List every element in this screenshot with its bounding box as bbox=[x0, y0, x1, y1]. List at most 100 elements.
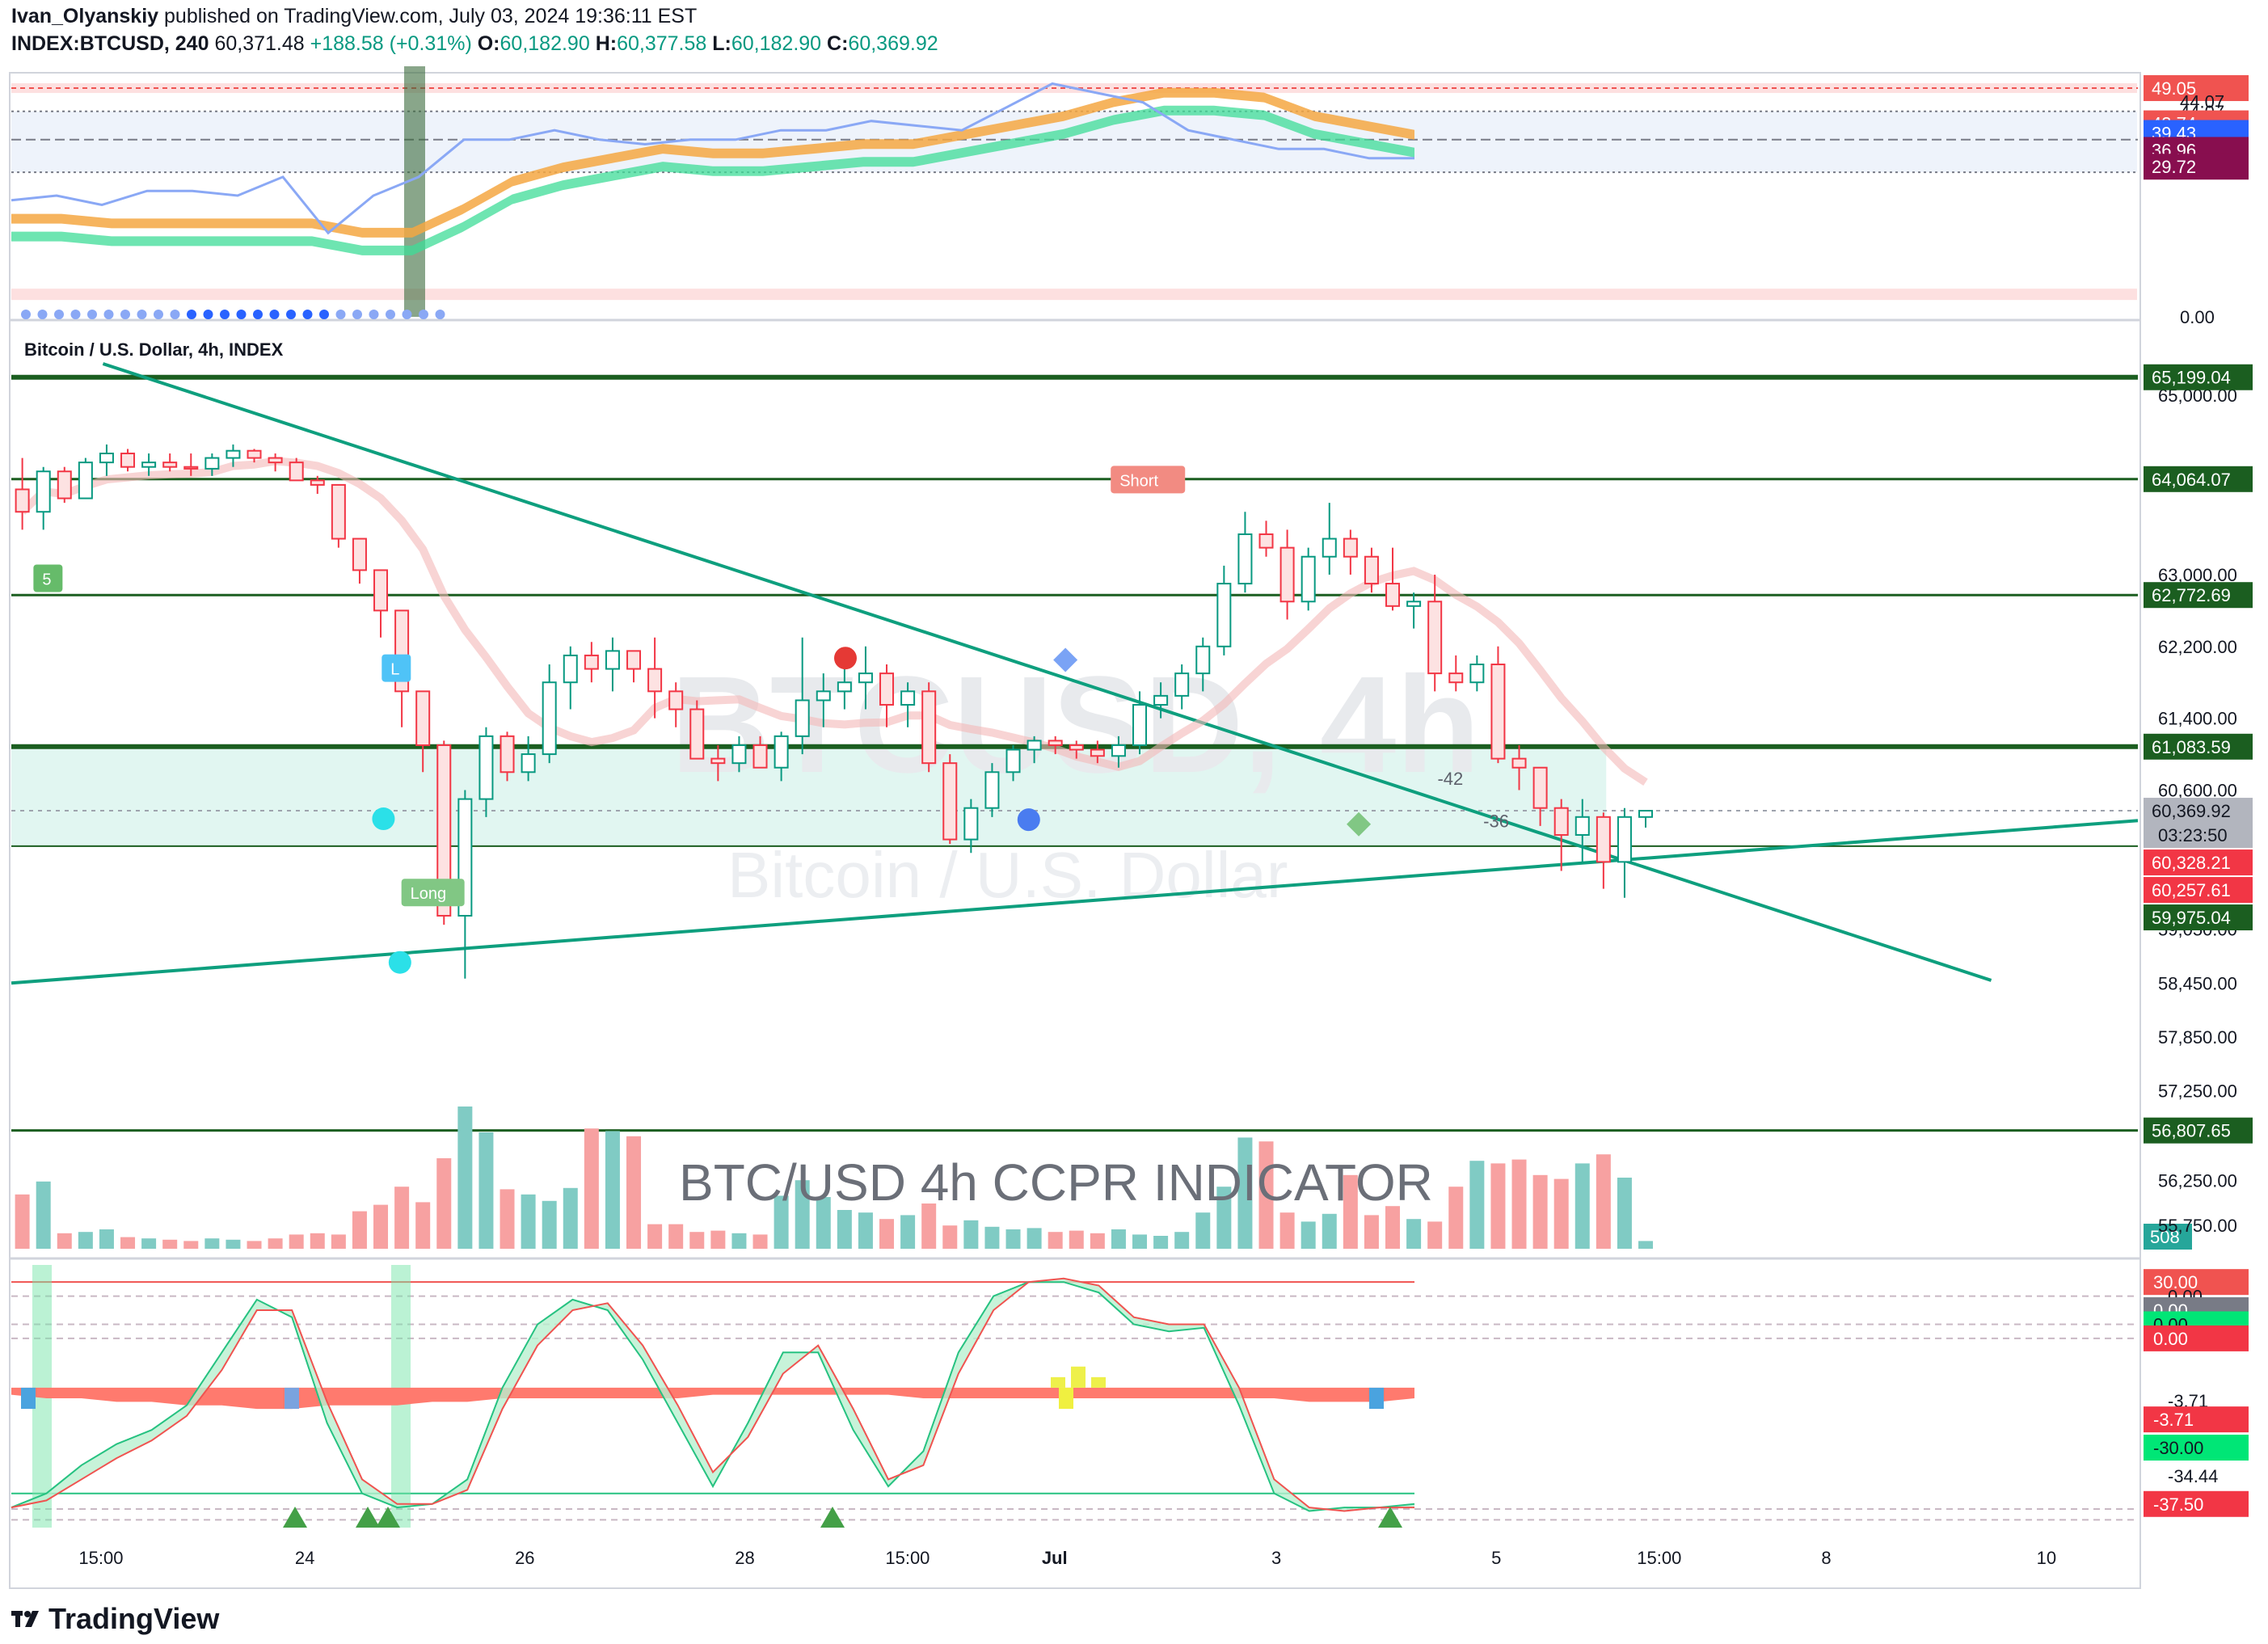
buy-signal-triangle bbox=[356, 1507, 380, 1528]
signal-label-text: Long bbox=[411, 885, 447, 903]
close-label: C: bbox=[827, 32, 849, 55]
candle-body bbox=[1301, 555, 1316, 603]
volume-bar bbox=[1216, 1187, 1232, 1249]
candle-body bbox=[1553, 807, 1569, 837]
low-label: L: bbox=[712, 32, 731, 55]
osc-axis-label: 49.05 bbox=[2152, 78, 2196, 99]
lower-histogram-bar bbox=[1091, 1376, 1106, 1388]
volume-bar bbox=[1174, 1232, 1190, 1249]
candle-body bbox=[1237, 533, 1253, 585]
lower-wave-band bbox=[11, 1278, 1414, 1511]
price-level-badge bbox=[2144, 466, 2253, 492]
volume-bar bbox=[1090, 1233, 1105, 1249]
volume-bar bbox=[1532, 1174, 1548, 1249]
buy-signal-triangle bbox=[283, 1507, 307, 1528]
candle-body bbox=[204, 457, 220, 470]
volume-bar bbox=[120, 1237, 136, 1249]
candle-body bbox=[1511, 757, 1527, 769]
signal-marker-circle bbox=[388, 951, 411, 974]
osc-highlight-bar bbox=[404, 66, 425, 317]
volume-bar bbox=[837, 1210, 852, 1249]
symbol-label[interactable]: INDEX:BTCUSD, 240 bbox=[11, 32, 209, 55]
osc-axis-badge bbox=[2144, 154, 2249, 180]
volume-bar bbox=[858, 1212, 873, 1249]
candle-body bbox=[120, 453, 136, 468]
author-name[interactable]: Ivan_Olyanskiy bbox=[11, 5, 159, 27]
candle-body bbox=[1490, 664, 1506, 760]
price-badge-label: 59,975.04 bbox=[2152, 908, 2231, 928]
lower-axis-badge bbox=[2144, 1325, 2249, 1351]
osc-dot bbox=[54, 310, 64, 319]
volume-bar bbox=[1617, 1178, 1632, 1249]
osc-dot bbox=[70, 310, 81, 319]
price-level-label: 56,807.65 bbox=[2152, 1121, 2231, 1141]
candle-body bbox=[183, 466, 199, 470]
tradingview-logo-icon bbox=[11, 1602, 44, 1636]
osc-dot bbox=[21, 310, 31, 319]
osc-band-mid bbox=[11, 111, 2137, 173]
candle-body bbox=[584, 654, 599, 670]
close-value: 60,369.92 bbox=[848, 32, 938, 55]
price-level-label: 65,199.04 bbox=[2152, 368, 2231, 388]
volume-bar bbox=[1385, 1206, 1401, 1249]
candle-body bbox=[352, 537, 367, 571]
time-axis-tick: 3 bbox=[1271, 1548, 1281, 1568]
lower-axis-label: -34.44 bbox=[2168, 1466, 2218, 1486]
candle-body bbox=[1069, 744, 1084, 751]
signal-label-box bbox=[401, 879, 465, 907]
volume-bar bbox=[204, 1238, 220, 1249]
tradingview-logo[interactable]: TradingView bbox=[11, 1602, 219, 1636]
candle-body bbox=[521, 753, 536, 774]
lower-histogram-bar bbox=[1059, 1387, 1073, 1410]
support-zone bbox=[11, 746, 1607, 846]
time-axis-tick: 28 bbox=[735, 1548, 754, 1568]
volume-bar bbox=[668, 1224, 684, 1249]
volume-bar bbox=[1237, 1137, 1253, 1249]
volume-bar bbox=[162, 1239, 178, 1249]
plot-frame bbox=[9, 72, 2141, 1589]
price-level-badge bbox=[2144, 364, 2253, 390]
high-label: H: bbox=[595, 32, 618, 55]
candle-body bbox=[710, 757, 726, 765]
time-axis-tick: 24 bbox=[295, 1548, 314, 1568]
price-axis-tick: 60,600.00 bbox=[2158, 781, 2237, 801]
osc-dot bbox=[386, 310, 395, 319]
candle-body bbox=[605, 650, 620, 670]
candle-body bbox=[1027, 740, 1042, 751]
price-level-badge bbox=[2144, 733, 2253, 760]
time-axis-tick: Jul bbox=[1042, 1548, 1068, 1568]
volume-bar bbox=[1132, 1234, 1148, 1249]
candle-body bbox=[795, 699, 810, 737]
candle-body bbox=[415, 690, 431, 746]
volume-bar bbox=[1111, 1229, 1126, 1249]
candle-body bbox=[1174, 672, 1190, 697]
price-axis-tick: 62,200.00 bbox=[2158, 637, 2237, 657]
volume-bar bbox=[36, 1181, 51, 1249]
candle-body bbox=[984, 771, 1000, 809]
volume-bar bbox=[1575, 1163, 1590, 1249]
candle-body bbox=[626, 650, 642, 670]
osc-dot bbox=[203, 310, 213, 319]
osc-dot bbox=[253, 310, 263, 319]
candle-body bbox=[774, 735, 789, 769]
volume-bar bbox=[1343, 1174, 1358, 1249]
buy-signal-triangle bbox=[820, 1507, 845, 1528]
candle-body bbox=[1469, 664, 1485, 684]
price-badge bbox=[2144, 849, 2253, 876]
volume-bar bbox=[1364, 1215, 1379, 1249]
signal-label-text: -42 bbox=[1437, 769, 1463, 789]
candle-body bbox=[689, 708, 705, 760]
price-badge bbox=[2144, 798, 2253, 849]
candle-body bbox=[15, 488, 30, 513]
volume-bar bbox=[774, 1195, 789, 1249]
annotation-text: BTC/USD 4h CCPR INDICATOR bbox=[679, 1153, 1433, 1212]
candle-body bbox=[542, 681, 557, 756]
volume-bar bbox=[921, 1203, 937, 1249]
volume-bar bbox=[1005, 1229, 1021, 1249]
volume-bar bbox=[1448, 1187, 1464, 1249]
volume-bar bbox=[1511, 1159, 1527, 1249]
candle-body bbox=[1322, 537, 1337, 558]
candle-body bbox=[310, 479, 325, 486]
osc-axis-label: 29.72 bbox=[2152, 157, 2196, 177]
